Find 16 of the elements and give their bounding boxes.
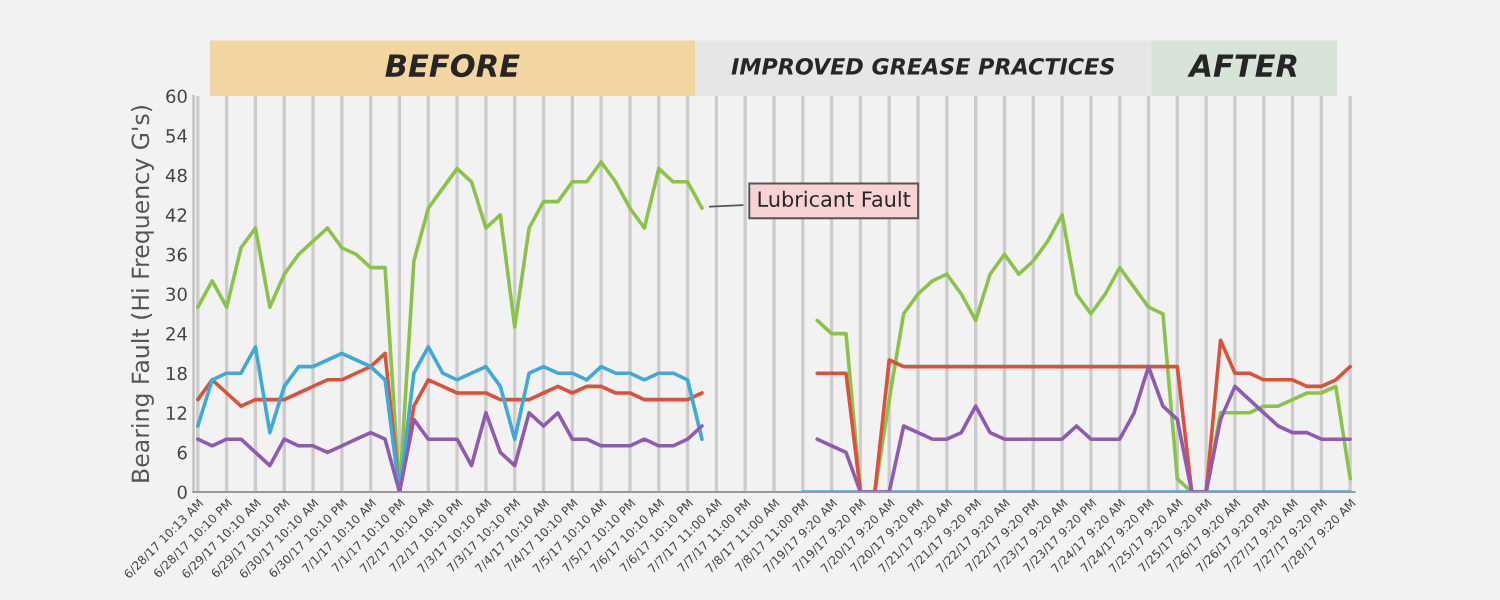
- y-tick-label: 42: [165, 208, 187, 222]
- y-tick-label: 36: [166, 247, 187, 262]
- y-tick-label: 0: [177, 485, 187, 500]
- annotation: Lubricant Fault: [758, 190, 911, 207]
- y-tick-label: 30: [166, 287, 187, 302]
- text: BEFORE: [385, 54, 520, 78]
- y-axis-title: Bearing Fault (Hi Frequency G's): [131, 106, 154, 482]
- y-tick-label: 24: [166, 327, 187, 341]
- y-tick-label: 54: [166, 129, 187, 143]
- text: AFTER: [1187, 54, 1297, 77]
- y-tick-label: 6: [177, 445, 187, 460]
- y-tick-label: 48: [165, 168, 187, 183]
- y-tick-label: 12: [166, 406, 187, 420]
- y-tick-label: 18: [166, 366, 187, 381]
- y-tick-label: 60: [166, 89, 187, 104]
- text: IMPROVED GREASE PRACTICES: [731, 57, 1115, 75]
